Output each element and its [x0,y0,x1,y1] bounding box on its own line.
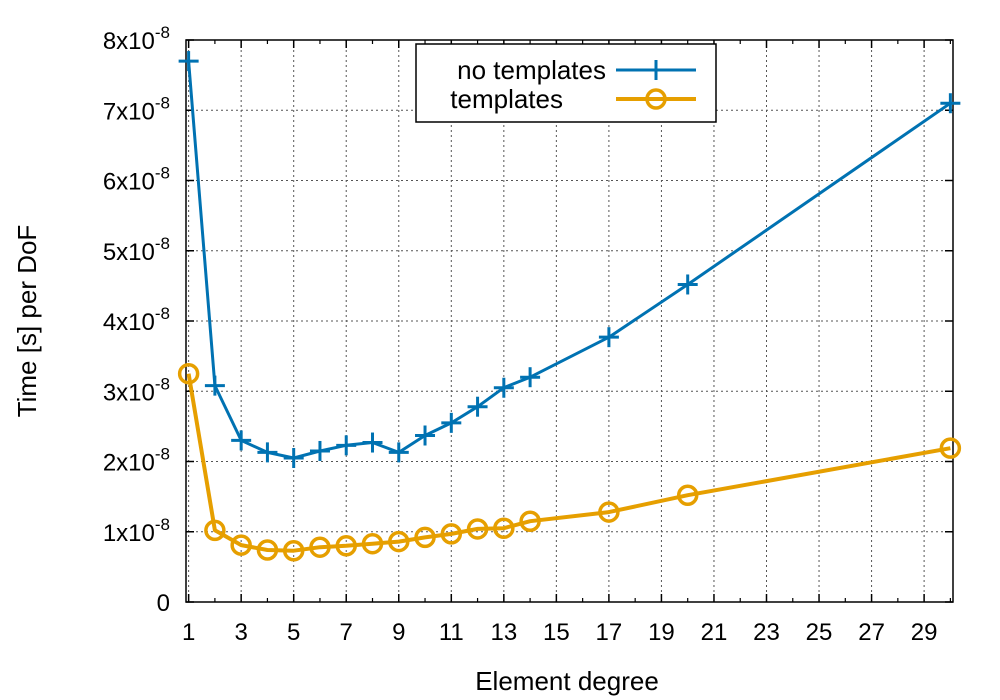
x-tick-label: 13 [490,619,517,646]
data-point [415,425,436,446]
data-point [388,442,409,463]
x-tick-label: 21 [701,619,728,646]
data-point [520,367,541,388]
data-point [257,442,278,463]
series-templates [177,362,962,562]
legend-marker [646,60,666,80]
y-tick-label: 8x10-8 [103,23,170,55]
data-point [177,362,200,385]
x-tick-label: 19 [648,619,675,646]
data-point [598,501,620,523]
data-point [309,536,331,558]
x-axis-label: Element degree [475,666,659,696]
y-tick-label: 1x10-8 [103,515,170,547]
x-tick-label: 17 [596,619,623,646]
x-tick-label: 11 [439,619,464,646]
x-tick-label: 5 [287,619,300,646]
data-point [467,396,488,417]
x-tick-label: 27 [858,619,885,646]
data-point [282,539,305,562]
data-point [466,518,489,540]
data-point [939,437,962,459]
data-point [204,375,225,396]
data-point [519,510,541,532]
y-tick-label: 0 [157,590,170,617]
data-point [676,484,699,506]
data-point [493,377,514,398]
data-point [336,435,357,456]
data-point [231,430,252,451]
data-point [414,526,436,549]
data-point [441,412,462,433]
y-tick-label: 2x10-8 [103,445,170,477]
x-tick-label: 9 [392,619,405,646]
data-point [940,93,961,114]
x-axis-ticks: 1 3 5 7 9 11 13 15 17 19 21 23 25 27 29 [182,40,951,646]
y-axis-ticks: 0 1x10-8 2x10-8 3x10-8 4x10-8 5x10-8 6x10-8 7x1… [103,23,953,617]
data-point [598,327,619,348]
data-point [677,274,698,295]
data-point [204,519,226,542]
x-tick-label: 1 [182,619,195,646]
data-point [388,530,410,553]
data-point [493,517,515,539]
legend-marker [645,88,667,110]
x-tick-label: 15 [543,619,570,646]
x-tick-label: 3 [234,619,247,646]
x-tick-label: 29 [911,619,938,646]
data-point [440,523,463,545]
legend-label-templates: templates [450,84,563,114]
series-layer [177,51,962,562]
y-axis-label: Time [s] per DoF [12,225,42,418]
y-tick-label: 6x10-8 [103,164,170,196]
data-point [230,534,252,556]
data-point [256,539,279,561]
data-point [283,447,304,468]
y-tick-label: 7x10-8 [103,93,170,125]
x-tick-label: 25 [806,619,833,646]
data-point [309,440,330,461]
legend-swatches [616,60,696,110]
legend-label-no-templates: no templates [457,55,606,85]
data-point [178,51,199,72]
x-tick-label: 7 [340,619,353,646]
data-point [335,535,357,557]
series-line [186,373,951,553]
legend-box [415,43,717,123]
data-point [361,532,384,555]
series-no-templates [178,51,961,468]
grid [186,40,953,602]
x-tick-label: 23 [753,619,780,646]
y-tick-label: 3x10-8 [103,374,170,406]
legend: no templates templates [415,43,717,123]
y-tick-label: 4x10-8 [103,304,170,336]
data-point [362,432,383,453]
y-tick-label: 5x10-8 [103,234,170,266]
